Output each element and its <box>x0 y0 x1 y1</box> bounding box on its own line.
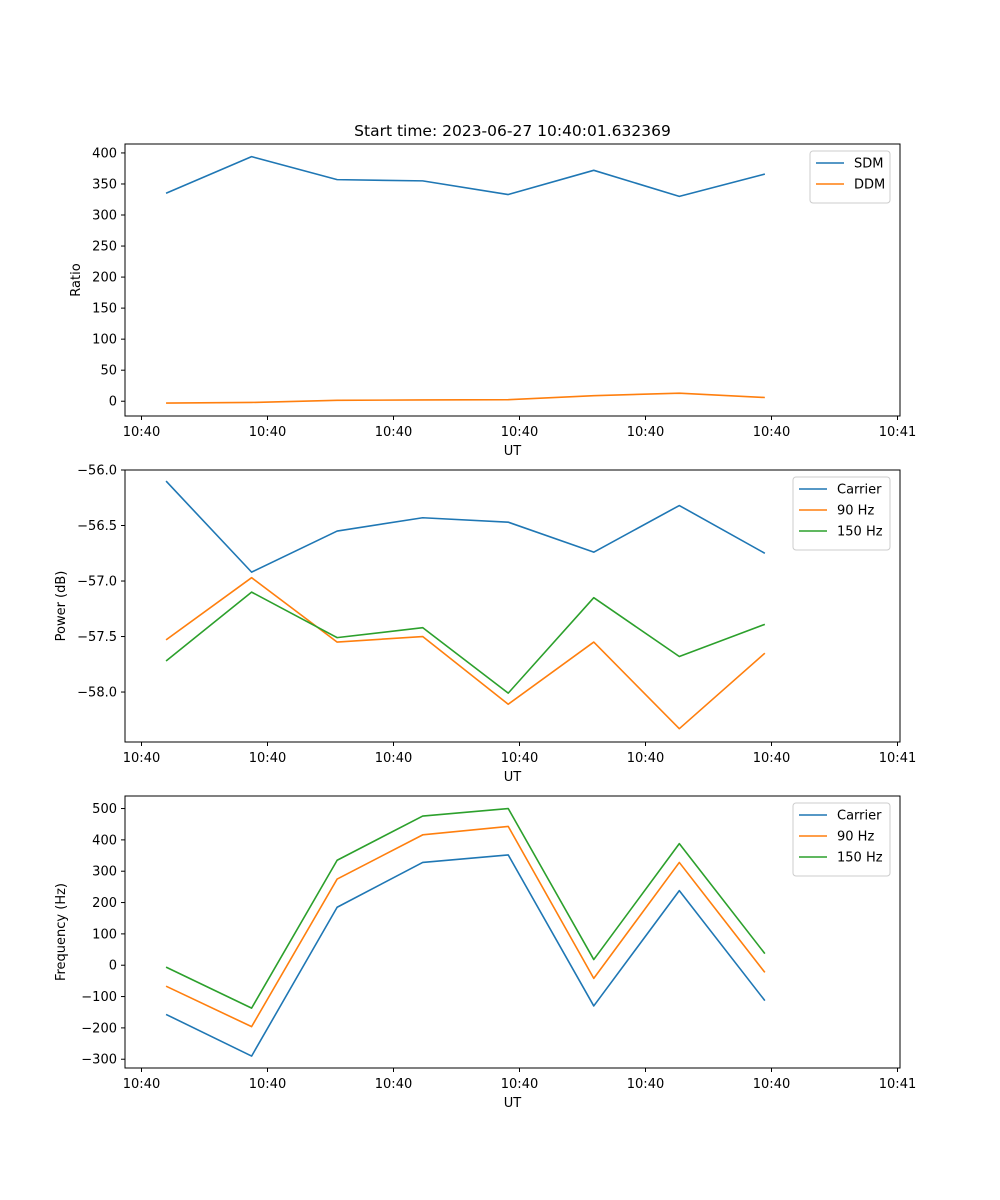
x-tick-label: 10:40 <box>375 425 412 440</box>
axes-frame <box>124 143 901 417</box>
x-axis-label: UT <box>504 1096 522 1111</box>
x-tick-label: 10:40 <box>627 751 664 766</box>
legend: Carrier 90 Hz 150 Hz <box>792 476 891 551</box>
y-tick-label: 250 <box>92 240 117 255</box>
x-axis-label: UT <box>504 444 522 459</box>
legend-label: SDM <box>854 157 883 172</box>
y-axis-label: Frequency (Hz) <box>54 883 69 981</box>
legend-label: 90 Hz <box>837 504 874 519</box>
y-tick-label: −100 <box>81 990 117 1005</box>
x-tick-label: 10:41 <box>879 425 916 440</box>
legend: Carrier 90 Hz 150 Hz <box>792 802 891 877</box>
legend-label: Carrier <box>837 483 882 498</box>
series-line-90-hz <box>165 825 766 1028</box>
series-line-90-hz <box>165 576 766 730</box>
x-tick-label: 10:40 <box>249 1077 286 1092</box>
x-tick-label: 10:40 <box>753 751 790 766</box>
x-tick-label: 10:40 <box>627 425 664 440</box>
series-line-carrier <box>165 480 766 573</box>
y-tick-label: 150 <box>92 302 117 317</box>
y-tick-label: 100 <box>92 927 117 942</box>
y-axis-label: Power (dB) <box>54 571 69 642</box>
subplot-2: 10:40 10:40 10:40 10:40 10:40 10:40 10:41 UT −58… <box>54 464 916 786</box>
x-axis-label: UT <box>504 770 522 785</box>
y-tick-label: 100 <box>92 333 117 348</box>
x-tick-label: 10:40 <box>249 425 286 440</box>
x-tick-label: 10:40 <box>375 1077 412 1092</box>
y-tick-label: −57.5 <box>77 630 117 645</box>
y-tick-label: 400 <box>92 146 117 161</box>
x-tick-label: 10:40 <box>753 425 790 440</box>
legend-label: 150 Hz <box>837 525 883 540</box>
legend-box <box>809 150 891 204</box>
y-tick-label: 350 <box>92 177 117 192</box>
series-line-sdm <box>165 155 766 198</box>
x-tick-label: 10:40 <box>627 1077 664 1092</box>
y-tick-label: −56.5 <box>77 519 117 534</box>
legend-label: 150 Hz <box>837 851 883 866</box>
series-line-ddm <box>166 392 765 404</box>
x-tick-label: 10:40 <box>123 751 160 766</box>
x-tick-label: 10:40 <box>123 1077 160 1092</box>
legend-label: Carrier <box>837 809 882 824</box>
legend-label: 90 Hz <box>837 830 874 845</box>
y-tick-label: −200 <box>81 1021 117 1036</box>
y-tick-label: −58.0 <box>77 686 117 701</box>
x-tick-label: 10:40 <box>501 751 538 766</box>
y-tick-label: 500 <box>92 802 117 817</box>
y-tick-label: 200 <box>92 896 117 911</box>
subplots: 10:40 10:40 10:40 10:40 10:40 10:40 10:41 UT 0 50… <box>54 143 916 1111</box>
subplot-3: 10:40 10:40 10:40 10:40 10:40 10:40 10:41 UT −30… <box>54 795 916 1111</box>
y-axis-label: Ratio <box>69 263 84 296</box>
series-line-carrier <box>165 854 766 1057</box>
x-tick-label: 10:41 <box>879 1077 916 1092</box>
x-tick-label: 10:40 <box>753 1077 790 1092</box>
x-tick-label: 10:40 <box>501 1077 538 1092</box>
legend-label: DDM <box>854 178 885 193</box>
legend: SDM DDM <box>809 150 891 204</box>
y-tick-label: 0 <box>109 395 117 410</box>
x-tick-label: 10:40 <box>249 751 286 766</box>
y-tick-label: −300 <box>81 1053 117 1068</box>
series-line-150-hz <box>165 591 766 694</box>
y-tick-label: 400 <box>92 833 117 848</box>
x-tick-label: 10:40 <box>501 425 538 440</box>
axes-frame <box>124 469 901 743</box>
figure-title: Start time: 2023-06-27 10:40:01.632369 <box>354 122 671 140</box>
y-tick-label: 300 <box>92 209 117 224</box>
y-tick-label: 0 <box>109 959 117 974</box>
y-tick-label: 300 <box>92 865 117 880</box>
x-tick-label: 10:40 <box>375 751 412 766</box>
series-line-150-hz <box>165 807 766 1009</box>
y-tick-label: −57.0 <box>77 575 117 590</box>
y-tick-label: −56.0 <box>77 464 117 479</box>
y-tick-label: 50 <box>100 364 117 379</box>
x-tick-label: 10:40 <box>123 425 160 440</box>
subplot-1: 10:40 10:40 10:40 10:40 10:40 10:40 10:41 UT 0 50… <box>69 143 916 459</box>
axes-frame <box>124 795 901 1069</box>
x-tick-label: 10:41 <box>879 751 916 766</box>
y-tick-label: 200 <box>92 271 117 286</box>
